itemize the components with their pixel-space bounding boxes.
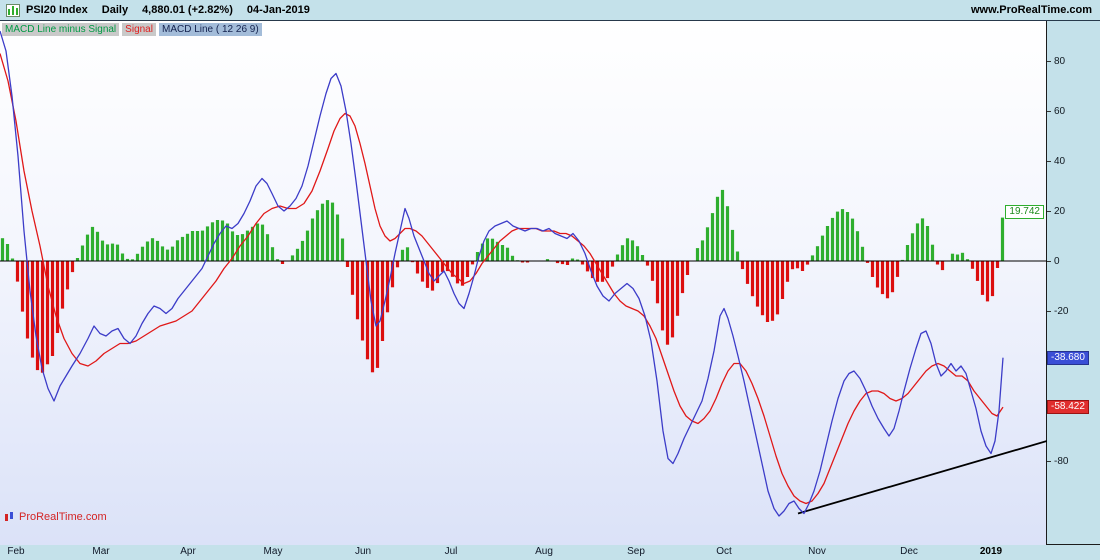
legend-signal-chip[interactable]: Signal [122,23,156,36]
session-date: 04-Jan-2019 [246,4,310,16]
watermark-text: ProRealTime.com [19,511,107,523]
x-axis-tick-feb: Feb [7,546,25,557]
macd-value-tag: -38.680 [1047,350,1089,365]
axis-corner [1047,546,1100,560]
timeframe-label: Daily [101,4,129,16]
time-axis[interactable]: Feb Mar Apr May Jun Jul Aug Sep Oct Nov Dec 2019 [0,546,1047,560]
watermark-icon [4,511,15,523]
indicator-legend: MACD Line minus Signal Signal MACD Line … [2,23,262,36]
x-axis-tick-jul: Jul [444,546,458,557]
legend-macd-chip[interactable]: MACD Line ( 12 26 9) [158,23,262,36]
chart-icon [6,3,20,17]
x-axis-tick-jun: Jun [354,546,372,557]
x-axis-tick-oct: Oct [716,546,732,557]
x-axis-tick-nov: Nov [808,546,826,557]
histogram-value-tag: 19.742 [1005,204,1044,219]
website-url: www.ProRealTime.com [970,4,1092,16]
macd-plot[interactable] [0,21,1047,545]
y-axis-tick: 80 [1047,55,1065,67]
y-axis-tick: -20 [1047,305,1068,317]
x-axis-tick-dec: Dec [900,546,918,557]
x-axis-tick-mar: Mar [92,546,110,557]
y-axis-tick: -80 [1047,455,1068,467]
legend-histogram-chip[interactable]: MACD Line minus Signal [2,23,120,36]
y-axis-tick: 60 [1047,105,1065,117]
prorealtime-watermark[interactable]: ProRealTime.com [4,511,107,523]
y-axis-tick: 20 [1047,205,1065,217]
x-axis-tick-apr: Apr [180,546,196,557]
x-axis-tick-sep: Sep [627,546,645,557]
x-axis-tick-2019: 2019 [979,546,1003,557]
instrument-name: PSI20 Index [26,4,88,16]
title-bar: PSI20 Index Daily 4,880.01 (+2.82%) 04-J… [0,0,1100,21]
y-axis-tick: 40 [1047,155,1065,167]
y-axis-tick: 0 [1047,255,1060,267]
last-price: 4,880.01 (+2.82%) [142,4,233,16]
x-axis-tick-may: May [263,546,283,557]
signal-value-tag: -58.422 [1047,400,1089,415]
x-axis-tick-aug: Aug [535,546,553,557]
indicator-chart-area[interactable]: MACD Line minus Signal Signal MACD Line … [0,21,1047,545]
